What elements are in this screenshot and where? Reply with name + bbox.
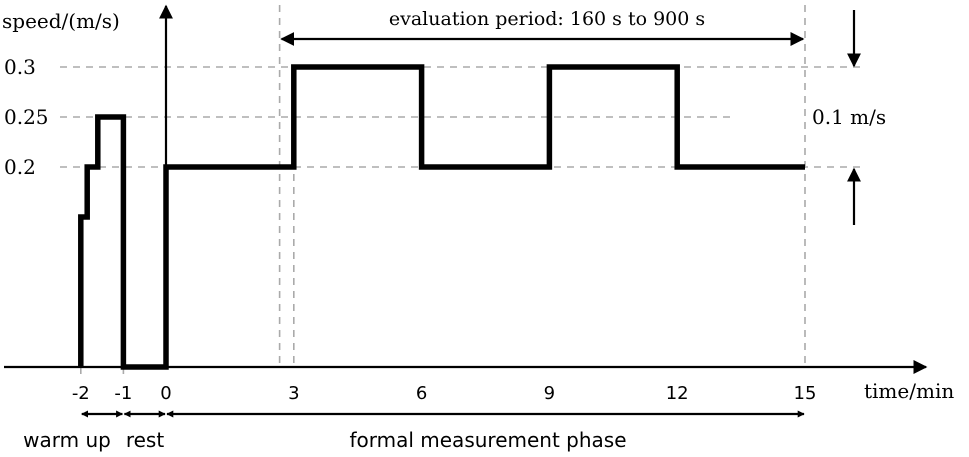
- y-tick-label: 0.2: [4, 155, 36, 179]
- grid-lines: [60, 5, 860, 375]
- evaluation-period-label: evaluation period: 160 s to 900 s: [389, 8, 705, 30]
- x-tick-label: 0: [160, 383, 171, 404]
- x-tick-label: -1: [114, 383, 132, 404]
- amplitude-label: 0.1 m/s: [812, 105, 886, 129]
- speed-step-line: [78, 64, 805, 370]
- x-axis-label: time/min: [864, 379, 954, 403]
- x-tick-label: 9: [544, 383, 555, 404]
- x-tick-label: -2: [72, 383, 90, 404]
- x-tick-label: 12: [666, 383, 689, 404]
- phase-label: formal measurement phase: [349, 428, 626, 452]
- phase-label: warm up: [23, 428, 111, 452]
- series: [78, 64, 805, 370]
- y-tick-label: 0.25: [4, 105, 49, 129]
- tick-labels: 0.2 0.25 0.3 -2 -1 0 3 6 9 12 15: [4, 55, 816, 404]
- annotations: warm up rest formal measurement phase: [23, 10, 861, 452]
- y-axis-label: speed/(m/s): [2, 9, 120, 33]
- x-tick-label: 3: [288, 383, 299, 404]
- y-tick-label: 0.3: [4, 55, 36, 79]
- axes: [4, 4, 928, 374]
- phase-label: rest: [126, 428, 165, 452]
- x-tick-label: 15: [794, 383, 817, 404]
- x-tick-label: 6: [416, 383, 427, 404]
